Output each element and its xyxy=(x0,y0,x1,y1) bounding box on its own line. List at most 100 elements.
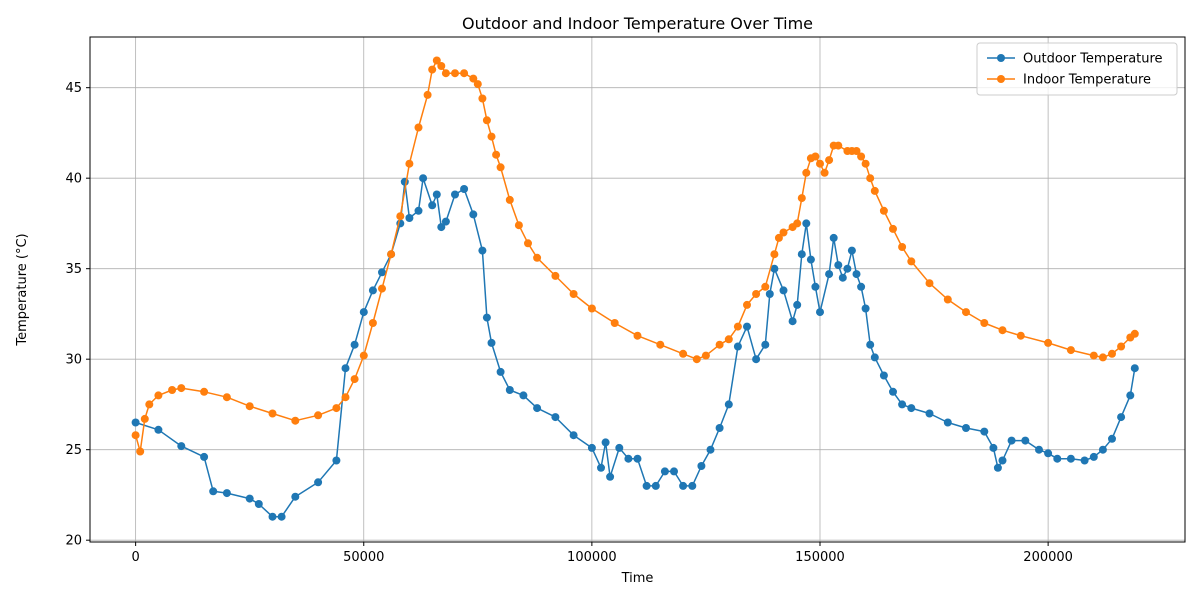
data-point xyxy=(743,322,751,331)
data-point xyxy=(168,386,177,394)
legend-marker xyxy=(997,54,1005,62)
data-point xyxy=(811,282,820,291)
data-point xyxy=(441,217,450,226)
x-tick-label: 100000 xyxy=(567,550,617,565)
data-point xyxy=(131,418,140,427)
data-point xyxy=(1089,452,1098,461)
data-point xyxy=(701,351,710,360)
data-point xyxy=(857,282,866,291)
data-point xyxy=(533,253,542,262)
data-point xyxy=(314,478,323,487)
legend-item: Outdoor Temperature xyxy=(987,52,1163,67)
chart-title: Outdoor and Indoor Temperature Over Time xyxy=(462,14,813,33)
data-point xyxy=(473,80,482,89)
data-point xyxy=(834,261,843,270)
data-point xyxy=(1098,353,1107,362)
data-point xyxy=(1021,436,1030,445)
data-point xyxy=(852,147,861,155)
data-point xyxy=(770,250,779,259)
data-point xyxy=(802,168,811,177)
data-point xyxy=(1130,329,1139,338)
data-point xyxy=(1098,445,1107,454)
data-point xyxy=(551,271,560,280)
data-point xyxy=(907,404,916,413)
y-tick-label: 25 xyxy=(65,443,82,458)
data-point xyxy=(200,387,209,396)
x-tick-label: 50000 xyxy=(343,550,384,565)
data-point xyxy=(870,353,879,362)
data-point xyxy=(1016,331,1025,340)
data-point xyxy=(788,317,797,326)
data-point xyxy=(1108,349,1116,358)
data-point xyxy=(656,340,665,349)
data-point xyxy=(793,219,802,228)
data-point xyxy=(519,391,528,400)
data-point xyxy=(587,304,596,313)
data-point xyxy=(428,65,437,74)
data-point xyxy=(866,340,875,349)
data-point xyxy=(441,69,450,78)
data-point xyxy=(1007,436,1016,445)
data-point xyxy=(980,427,989,436)
data-point xyxy=(962,308,970,317)
data-point xyxy=(802,219,811,228)
data-point xyxy=(715,340,724,349)
ticks: 0 50000 100000 150000 200000 20 25 30 35 40 45 xyxy=(65,81,1072,565)
data-point xyxy=(451,69,459,78)
y-tick-label: 30 xyxy=(65,353,82,368)
data-point xyxy=(405,159,414,168)
data-point xyxy=(482,313,491,322)
data-point xyxy=(615,443,624,452)
data-point xyxy=(245,402,254,411)
data-point xyxy=(209,487,218,496)
data-point xyxy=(765,290,774,298)
legend-item: Indoor Temperature xyxy=(987,73,1151,88)
data-point xyxy=(291,416,300,425)
data-point xyxy=(597,463,605,472)
data-point xyxy=(610,319,619,327)
data-point xyxy=(857,152,866,161)
data-point xyxy=(350,375,359,384)
data-point xyxy=(820,168,829,177)
data-point xyxy=(797,250,806,259)
data-point xyxy=(733,342,742,351)
data-point xyxy=(254,500,263,508)
data-point xyxy=(268,512,277,521)
data-point xyxy=(1080,456,1089,465)
data-point xyxy=(460,69,469,78)
data-point xyxy=(1044,449,1053,458)
y-tick-label: 35 xyxy=(65,262,82,277)
x-tick-label: 200000 xyxy=(1023,550,1073,565)
series-outdoor xyxy=(131,174,1139,521)
legend: Outdoor Temperature Indoor Temperature xyxy=(976,42,1178,96)
data-point xyxy=(633,331,642,340)
data-point xyxy=(829,233,838,242)
data-point xyxy=(1130,364,1139,373)
data-point xyxy=(487,132,496,141)
y-axis-label: Temperature (°C) xyxy=(15,233,30,346)
data-point xyxy=(1117,413,1126,422)
data-point xyxy=(140,414,149,423)
data-point xyxy=(341,393,350,402)
data-point xyxy=(697,462,706,470)
data-point xyxy=(870,186,879,195)
data-point xyxy=(291,492,300,501)
legend-label: Indoor Temperature xyxy=(1023,73,1151,88)
data-point xyxy=(587,443,596,452)
data-point xyxy=(962,424,970,432)
data-point xyxy=(533,404,542,413)
data-point xyxy=(496,163,505,172)
data-point xyxy=(451,190,459,199)
data-point xyxy=(482,116,491,125)
data-point xyxy=(866,174,875,183)
data-point xyxy=(811,152,820,161)
data-point xyxy=(606,472,615,481)
data-point xyxy=(378,284,386,293)
data-point xyxy=(679,349,688,358)
data-point xyxy=(478,246,487,255)
data-point xyxy=(838,273,847,282)
data-point xyxy=(847,246,856,255)
data-point xyxy=(943,418,952,427)
data-point xyxy=(834,141,843,150)
data-point xyxy=(679,481,688,490)
